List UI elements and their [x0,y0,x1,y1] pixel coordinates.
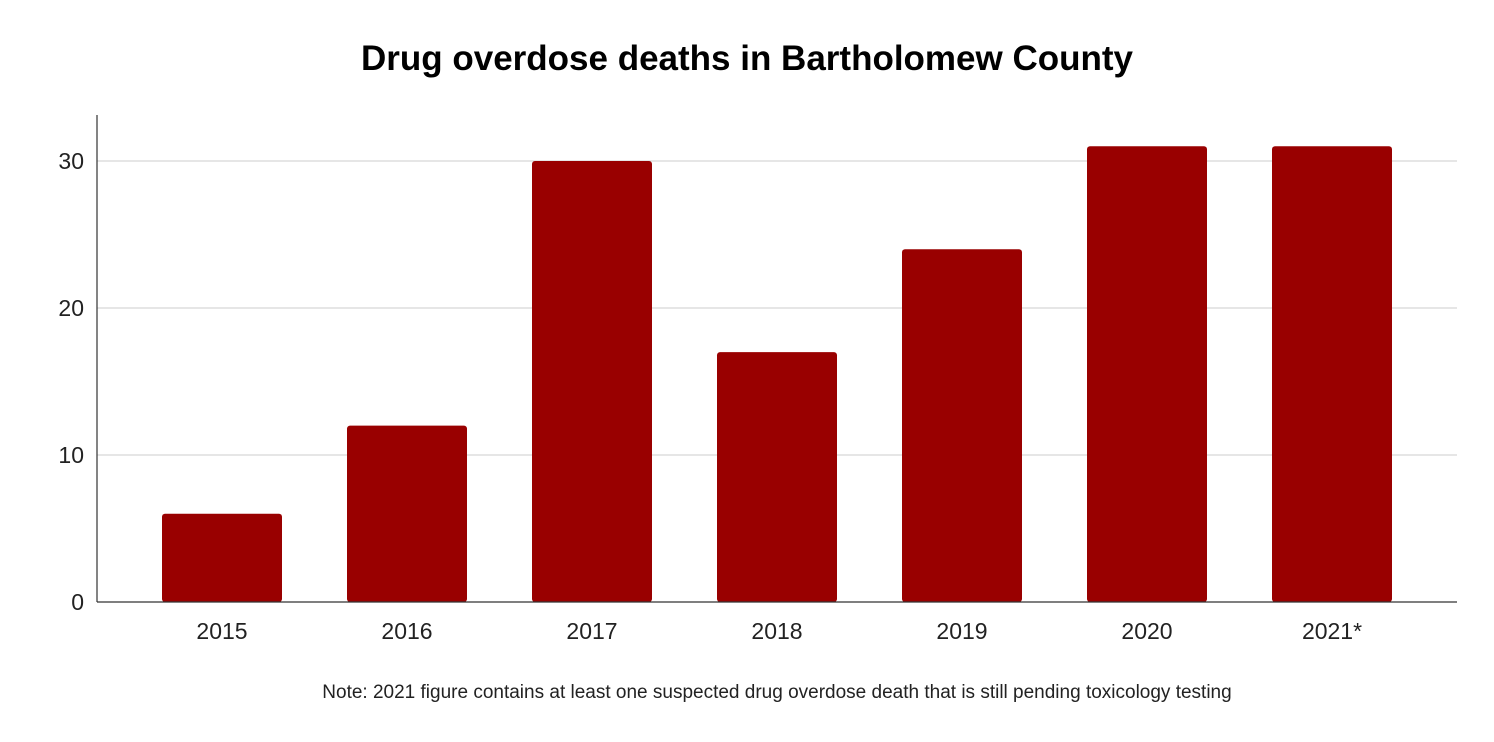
bar-2020 [1087,146,1207,603]
x-tick-label: 2021* [1302,618,1362,644]
x-tick-label: 2018 [751,618,802,644]
bar-2017 [532,161,652,602]
chart-note: Note: 2021 figure contains at least one … [322,682,1231,703]
bar-2019 [902,249,1022,602]
x-tick-label: 2020 [1121,618,1172,644]
y-tick-label: 20 [58,295,84,321]
chart-title: Drug overdose deaths in Bartholomew Coun… [361,39,1134,78]
bar-2015 [162,513,282,602]
x-tick-label: 2017 [566,618,617,644]
bar-2021 [1272,146,1392,603]
y-tick-label: 10 [58,442,84,468]
bar-2018 [717,352,837,602]
y-tick-label: 0 [71,589,84,615]
y-tick-label: 30 [58,148,84,174]
x-tick-label: 2019 [936,618,987,644]
bar-2016 [347,425,467,602]
x-tick-label: 2015 [196,618,247,644]
x-tick-label: 2016 [381,618,432,644]
